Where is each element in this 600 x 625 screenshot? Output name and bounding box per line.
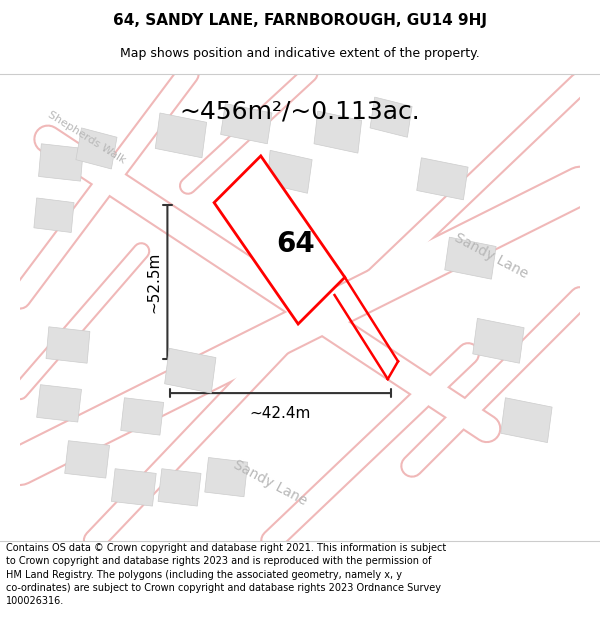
Text: Contains OS data © Crown copyright and database right 2021. This information is : Contains OS data © Crown copyright and d… [6, 543, 446, 606]
Polygon shape [417, 158, 468, 200]
Polygon shape [501, 398, 552, 442]
Text: ~52.5m: ~52.5m [147, 251, 162, 312]
Polygon shape [121, 398, 164, 435]
Polygon shape [164, 348, 216, 393]
Text: ~456m²/~0.113ac.: ~456m²/~0.113ac. [179, 99, 421, 123]
Text: Sandy Lane: Sandy Lane [231, 458, 309, 508]
Polygon shape [473, 318, 524, 363]
Polygon shape [214, 156, 345, 324]
Text: 64: 64 [276, 230, 315, 258]
Text: ~42.4m: ~42.4m [250, 406, 311, 421]
Polygon shape [221, 104, 272, 144]
Polygon shape [34, 198, 74, 232]
Polygon shape [445, 237, 496, 279]
Polygon shape [155, 113, 206, 158]
Polygon shape [205, 458, 248, 497]
Polygon shape [314, 111, 362, 153]
Text: Map shows position and indicative extent of the property.: Map shows position and indicative extent… [120, 47, 480, 59]
Polygon shape [370, 97, 412, 138]
Text: 64, SANDY LANE, FARNBOROUGH, GU14 9HJ: 64, SANDY LANE, FARNBOROUGH, GU14 9HJ [113, 13, 487, 28]
Polygon shape [268, 151, 312, 193]
Polygon shape [38, 144, 83, 181]
Polygon shape [158, 469, 201, 506]
Text: Sandy Lane: Sandy Lane [452, 231, 530, 281]
Polygon shape [76, 128, 117, 169]
Polygon shape [46, 327, 90, 363]
Polygon shape [65, 441, 110, 478]
Polygon shape [112, 469, 156, 506]
Polygon shape [37, 385, 82, 422]
Text: Shepherds Walk: Shepherds Walk [46, 109, 128, 165]
